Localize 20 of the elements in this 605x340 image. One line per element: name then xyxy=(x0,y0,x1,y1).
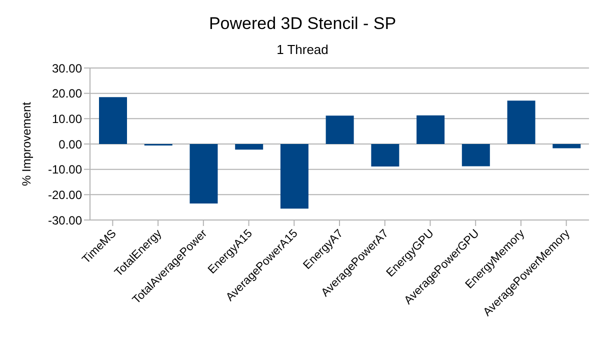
bar xyxy=(416,115,445,144)
bar xyxy=(190,144,218,204)
y-axis-title: % Improvement xyxy=(19,101,34,186)
y-tick-label: 0.00 xyxy=(58,137,82,152)
bar xyxy=(326,116,354,144)
bar xyxy=(99,97,127,144)
y-tick-label: 10.00 xyxy=(52,112,82,126)
chart-title: Powered 3D Stencil - SP xyxy=(208,14,398,34)
bar xyxy=(280,144,308,209)
y-tick-label: 20.00 xyxy=(52,86,82,101)
y-tick-label: -30.00 xyxy=(48,213,82,228)
y-tick-label: 30.00 xyxy=(52,61,82,76)
bar xyxy=(235,144,264,150)
y-tick-label: -20.00 xyxy=(48,188,82,202)
chart-subtitle: 1 Thread xyxy=(276,42,330,57)
y-tick-label: -10.00 xyxy=(48,162,82,177)
bar xyxy=(371,144,400,167)
bar xyxy=(462,144,490,166)
bar xyxy=(507,100,536,144)
bar xyxy=(552,144,581,148)
